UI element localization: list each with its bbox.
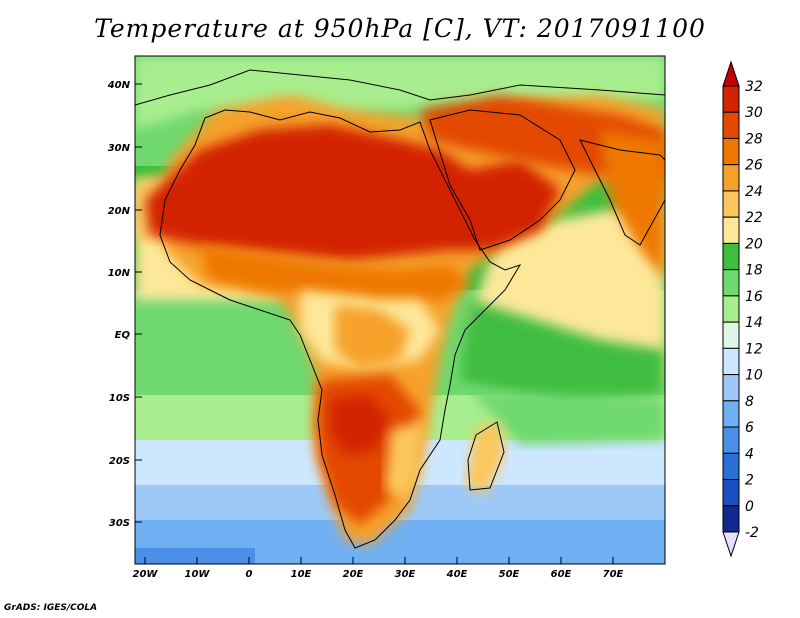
colorbar-swatch: [722, 321, 740, 349]
lon-label: 0: [246, 569, 253, 580]
colorbar-label: 32: [745, 79, 763, 95]
colorbar-swatch: [722, 426, 740, 454]
colorbar-label: 10: [745, 368, 763, 384]
colorbar-label: 0: [745, 499, 754, 515]
colorbar-top-arrow: [722, 60, 740, 87]
colorbar-label: 6: [745, 420, 754, 436]
grads-credit: GrADS: IGES/COLA: [4, 603, 98, 613]
lon-label: 70E: [603, 569, 624, 580]
colorbar-label: 8: [745, 394, 754, 410]
colorbar-label: 22: [745, 210, 763, 226]
colorbar-label: 2: [745, 473, 754, 489]
colorbar-swatch: [722, 295, 740, 323]
lat-label: 10S: [109, 393, 130, 404]
lon-label: 10E: [291, 569, 312, 580]
colorbar-swatch: [722, 452, 740, 481]
lat-label: EQ: [115, 330, 131, 341]
lat-label: 20S: [109, 456, 130, 467]
colorbar-label: -2: [745, 525, 759, 541]
colorbar-label: 18: [745, 263, 763, 279]
colorbar-label: 30: [745, 105, 763, 121]
lon-label: 30E: [395, 569, 416, 580]
colorbar-label: 28: [745, 131, 763, 147]
colorbar-label: 26: [745, 158, 763, 174]
lon-label: 20E: [343, 569, 364, 580]
colorbar-swatch: [722, 137, 740, 166]
colorbar-swatch: [722, 347, 740, 376]
colorbar-label: 14: [745, 315, 763, 331]
lat-label: 30N: [108, 143, 131, 154]
lon-label: 10W: [185, 569, 211, 580]
colorbar-swatch: [722, 479, 740, 507]
colorbar-label: 4: [745, 446, 754, 462]
lat-label: 40N: [107, 80, 131, 91]
colorbar-label: 16: [745, 289, 763, 305]
colorbar-swatch: [722, 216, 740, 244]
colorbar-swatch: [722, 505, 740, 533]
colorbar-swatch: [722, 111, 740, 139]
coastlines: [135, 69, 665, 549]
colorbar-swatch: [722, 190, 740, 218]
lon-label: 20W: [133, 569, 159, 580]
colorbar-swatch: [722, 85, 740, 113]
colorbar-swatch: [722, 164, 740, 192]
colorbar-swatch: [722, 374, 740, 402]
latitude-axis: 40N 30N 20N 10N EQ 10S 20S 30S: [107, 80, 142, 529]
lon-label: 40E: [446, 569, 468, 580]
lat-label: 10N: [108, 268, 131, 279]
temperature-field: [135, 56, 665, 564]
colorbar-swatch: [722, 242, 740, 271]
colorbar-label: 24: [745, 184, 763, 200]
colorbar-bottom-arrow: [722, 531, 740, 558]
lat-label: 20N: [108, 206, 131, 217]
longitude-axis: 20W 10W 0 10E 20E 30E 40E 50E 60E 70E: [133, 557, 624, 580]
lon-label: 60E: [551, 569, 572, 580]
colorbar-label: 20: [745, 236, 763, 252]
plot-frame: [134, 55, 666, 565]
lat-label: 30S: [109, 518, 130, 529]
lon-label: 50E: [499, 569, 520, 580]
colorbar-swatch: [722, 400, 740, 428]
map-title: Temperature at 950hPa [C], VT: 201709110…: [94, 14, 706, 43]
colorbar-label: 12: [745, 341, 763, 357]
colorbar-swatch: [722, 269, 740, 297]
